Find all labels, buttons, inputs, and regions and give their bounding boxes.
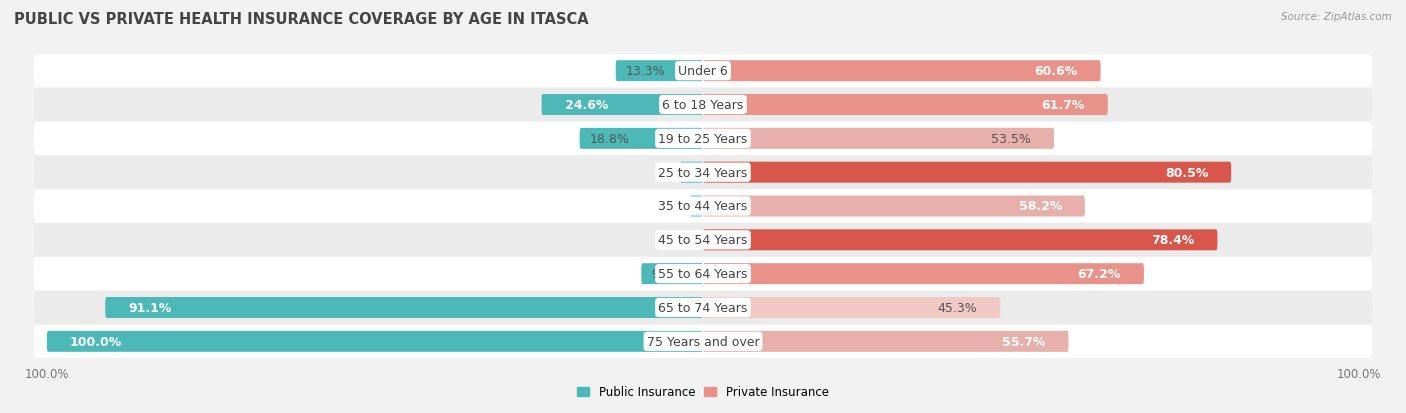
FancyBboxPatch shape xyxy=(34,55,1372,88)
FancyBboxPatch shape xyxy=(690,196,703,217)
FancyBboxPatch shape xyxy=(703,263,1144,285)
Text: 35 to 44 Years: 35 to 44 Years xyxy=(658,200,748,213)
FancyBboxPatch shape xyxy=(703,128,1054,150)
Text: 9.4%: 9.4% xyxy=(651,268,683,280)
Text: 55.7%: 55.7% xyxy=(1002,335,1046,348)
FancyBboxPatch shape xyxy=(703,230,1218,251)
Text: 0.0%: 0.0% xyxy=(661,234,693,247)
Text: 100.0%: 100.0% xyxy=(70,335,122,348)
Text: Source: ZipAtlas.com: Source: ZipAtlas.com xyxy=(1281,12,1392,22)
Text: 3.5%: 3.5% xyxy=(690,166,721,179)
FancyBboxPatch shape xyxy=(681,162,703,183)
FancyBboxPatch shape xyxy=(703,196,1085,217)
FancyBboxPatch shape xyxy=(641,263,703,285)
FancyBboxPatch shape xyxy=(46,331,703,352)
Text: 67.2%: 67.2% xyxy=(1077,268,1121,280)
Text: 91.1%: 91.1% xyxy=(128,301,172,314)
Text: 53.5%: 53.5% xyxy=(991,133,1031,145)
FancyBboxPatch shape xyxy=(34,89,1372,122)
Text: 2.0%: 2.0% xyxy=(700,200,731,213)
FancyBboxPatch shape xyxy=(703,61,1101,82)
FancyBboxPatch shape xyxy=(105,297,703,318)
Text: 55 to 64 Years: 55 to 64 Years xyxy=(658,268,748,280)
Text: Under 6: Under 6 xyxy=(678,65,728,78)
FancyBboxPatch shape xyxy=(34,325,1372,358)
FancyBboxPatch shape xyxy=(541,95,703,116)
Text: 78.4%: 78.4% xyxy=(1152,234,1195,247)
Text: 60.6%: 60.6% xyxy=(1035,65,1077,78)
FancyBboxPatch shape xyxy=(703,297,1000,318)
FancyBboxPatch shape xyxy=(34,291,1372,324)
Text: 24.6%: 24.6% xyxy=(565,99,607,112)
Text: 58.2%: 58.2% xyxy=(1018,200,1062,213)
Text: 18.8%: 18.8% xyxy=(589,133,630,145)
FancyBboxPatch shape xyxy=(579,128,703,150)
Text: 45.3%: 45.3% xyxy=(938,301,977,314)
FancyBboxPatch shape xyxy=(34,257,1372,290)
FancyBboxPatch shape xyxy=(703,95,1108,116)
FancyBboxPatch shape xyxy=(703,162,1232,183)
FancyBboxPatch shape xyxy=(34,224,1372,257)
Text: 25 to 34 Years: 25 to 34 Years xyxy=(658,166,748,179)
Text: PUBLIC VS PRIVATE HEALTH INSURANCE COVERAGE BY AGE IN ITASCA: PUBLIC VS PRIVATE HEALTH INSURANCE COVER… xyxy=(14,12,589,27)
Text: 65 to 74 Years: 65 to 74 Years xyxy=(658,301,748,314)
FancyBboxPatch shape xyxy=(616,61,703,82)
Text: 61.7%: 61.7% xyxy=(1042,99,1085,112)
Text: 75 Years and over: 75 Years and over xyxy=(647,335,759,348)
Text: 80.5%: 80.5% xyxy=(1164,166,1208,179)
FancyBboxPatch shape xyxy=(34,156,1372,189)
Text: 45 to 54 Years: 45 to 54 Years xyxy=(658,234,748,247)
Text: 19 to 25 Years: 19 to 25 Years xyxy=(658,133,748,145)
Text: 6 to 18 Years: 6 to 18 Years xyxy=(662,99,744,112)
Legend: Public Insurance, Private Insurance: Public Insurance, Private Insurance xyxy=(578,385,828,399)
FancyBboxPatch shape xyxy=(703,331,1069,352)
FancyBboxPatch shape xyxy=(34,123,1372,156)
Text: 13.3%: 13.3% xyxy=(626,65,665,78)
FancyBboxPatch shape xyxy=(34,190,1372,223)
